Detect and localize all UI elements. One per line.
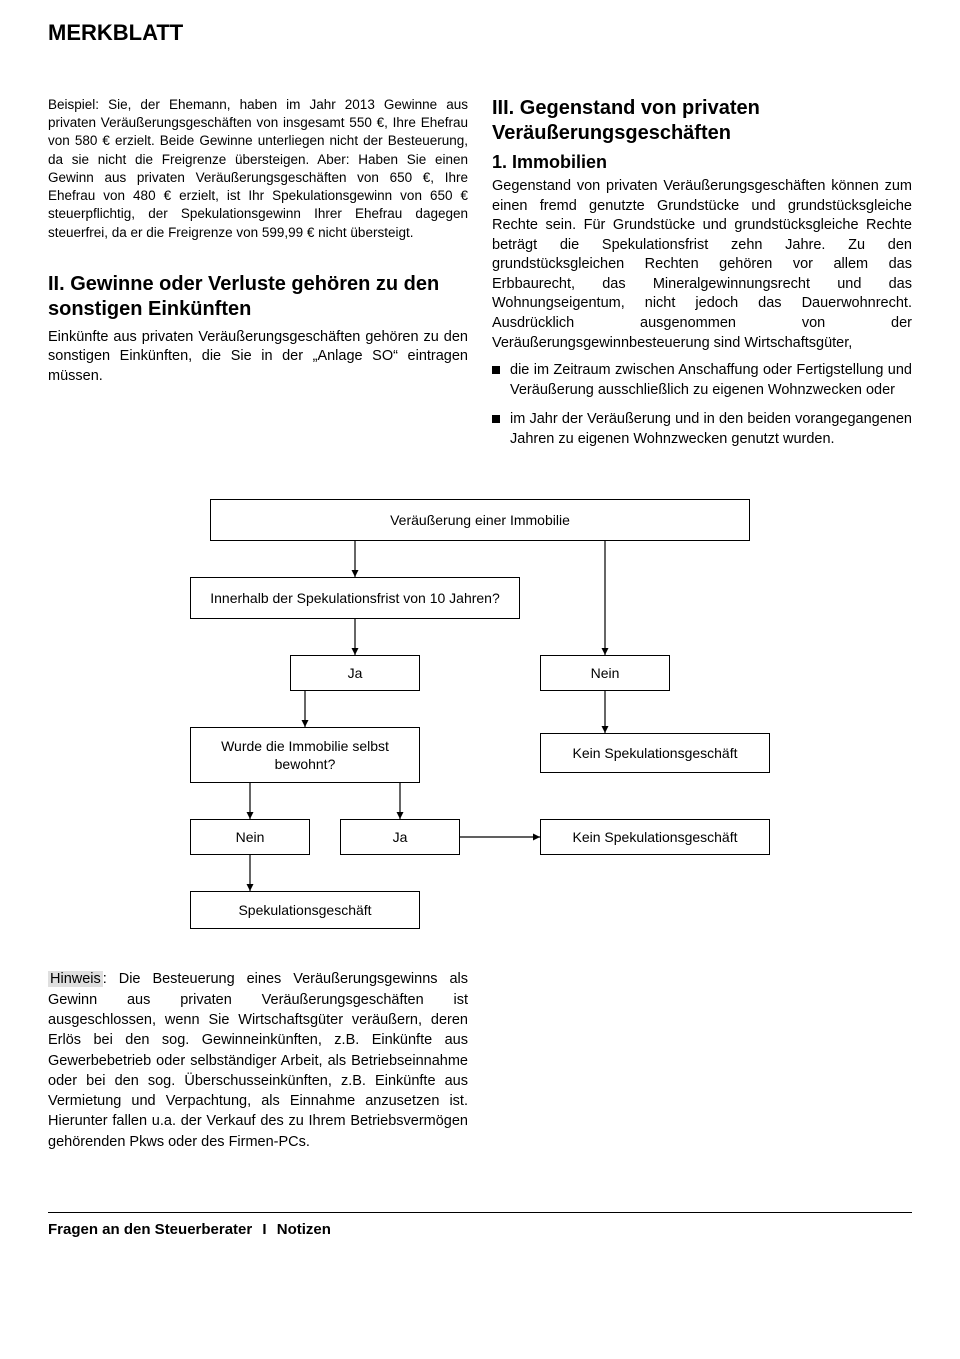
footer: Fragen an den Steuerberater I Notizen: [48, 1212, 912, 1238]
section-iii-heading: III. Gegenstand von privaten Veräußerung…: [492, 96, 912, 146]
section-iii-title: Gegenstand von privaten Veräußerungsgesc…: [492, 97, 760, 144]
footer-left: Fragen an den Steuerberater: [48, 1221, 252, 1238]
flowchart-box-ja1: Ja: [290, 655, 420, 691]
page-title: MERKBLATT: [48, 20, 912, 46]
section-ii-heading: II. Gewinne oder Verluste gehören zu den…: [48, 272, 468, 322]
hint-box: Hinweis: Die Besteuerung eines Veräußeru…: [48, 969, 468, 1152]
flowchart-box-q1: Innerhalb der Spekulationsfrist von 10 J…: [190, 577, 520, 619]
subsection-1-heading: 1. Immobilien: [492, 152, 912, 173]
flowchart-box-q2: Wurde die Immobilie selbst bewohnt?: [190, 727, 420, 783]
section-iii-body: Gegenstand von privaten Veräußerungsgesc…: [492, 177, 912, 353]
subsection-1-number: 1.: [492, 152, 507, 172]
section-ii-body: Einkünfte aus privaten Veräußerungsgesch…: [48, 328, 468, 387]
footer-separator: I: [262, 1221, 266, 1238]
flowchart-box-nein1: Nein: [540, 655, 670, 691]
left-column: Beispiel: Sie, der Ehemann, haben im Jah…: [48, 96, 468, 459]
two-column-layout: Beispiel: Sie, der Ehemann, haben im Jah…: [48, 96, 912, 459]
bullet-item: die im Zeitraum zwischen Anschaffung ode…: [492, 361, 912, 400]
hint-text: : Die Besteuerung eines Veräußerungsgewi…: [48, 971, 468, 1149]
flowchart: Veräußerung einer Immobilie Innerhalb der…: [120, 499, 840, 929]
bullet-list: die im Zeitraum zwischen Anschaffung ode…: [492, 361, 912, 449]
flowchart-box-kein2: Kein Spekulationsgeschäft: [540, 819, 770, 855]
section-ii-number: II.: [48, 272, 65, 297]
flowchart-box-kein1: Kein Spekulationsgeschäft: [540, 733, 770, 773]
right-column: III. Gegenstand von privaten Veräußerung…: [492, 96, 912, 459]
flowchart-box-nein2: Nein: [190, 819, 310, 855]
flowchart-arrows: [120, 499, 840, 929]
flowchart-box-ja2: Ja: [340, 819, 460, 855]
hint-label: Hinweis: [48, 971, 103, 987]
section-ii-title: Gewinne oder Verluste gehören zu den son…: [48, 273, 439, 320]
subsection-1-title: Immobilien: [512, 152, 607, 172]
example-paragraph: Beispiel: Sie, der Ehemann, haben im Jah…: [48, 96, 468, 242]
flowchart-box-spek: Spekulationsgeschäft: [190, 891, 420, 929]
flowchart-box-top: Veräußerung einer Immobilie: [210, 499, 750, 541]
footer-right: Notizen: [277, 1221, 331, 1238]
bullet-item: im Jahr der Veräußerung und in den beide…: [492, 410, 912, 449]
section-iii-number: III.: [492, 96, 514, 121]
